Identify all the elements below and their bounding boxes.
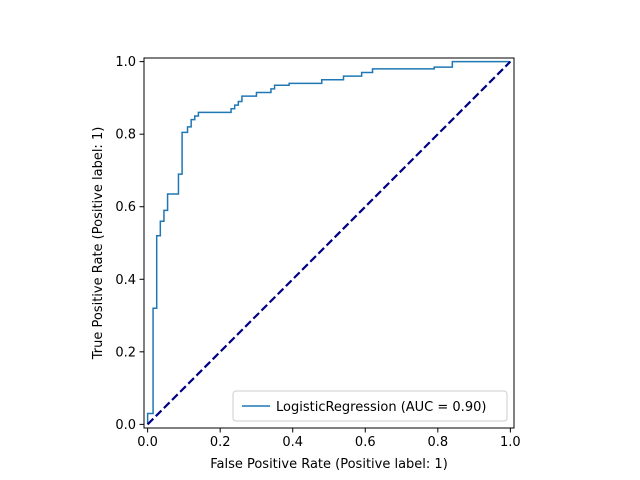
y-tick-label: 1.0 <box>115 55 136 70</box>
y-tick-label: 0.4 <box>115 273 136 288</box>
x-tick-label: 0.6 <box>355 435 376 450</box>
chance-diagonal-line <box>146 60 512 426</box>
y-axis-ticks: 0.0 0.2 0.4 0.6 0.8 1.0 <box>115 55 144 433</box>
y-tick-label: 0.6 <box>115 200 136 215</box>
y-tick-label: 0.0 <box>115 418 136 433</box>
x-axis-ticks: 0.0 0.2 0.4 0.6 0.8 1.0 <box>137 428 521 450</box>
x-tick-label: 0.4 <box>282 435 303 450</box>
x-tick-label: 0.2 <box>210 435 231 450</box>
x-tick-label: 1.0 <box>500 435 521 450</box>
x-axis-label: False Positive Rate (Positive label: 1) <box>210 457 448 472</box>
legend: LogisticRegression (AUC = 0.90) <box>232 390 508 422</box>
plot-area <box>146 60 512 426</box>
x-tick-label: 0.0 <box>137 435 158 450</box>
y-tick-label: 0.2 <box>115 345 136 360</box>
legend-box <box>232 390 508 422</box>
x-tick-label: 0.8 <box>427 435 448 450</box>
roc-curve-line <box>146 60 511 425</box>
y-tick-label: 0.8 <box>115 128 136 143</box>
y-axis-label: True Positive Rate (Positive label: 1) <box>91 127 106 361</box>
legend-entry-label: LogisticRegression (AUC = 0.90) <box>276 400 486 415</box>
axes-frame <box>143 57 515 429</box>
